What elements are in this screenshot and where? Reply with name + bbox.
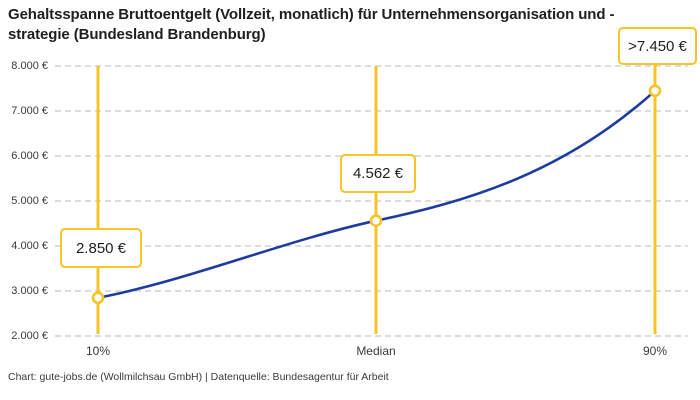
data-point-90[interactable] xyxy=(648,84,662,98)
data-point-median[interactable] xyxy=(369,214,383,227)
gridlines xyxy=(55,65,688,337)
value-callout-90: >7.450 € xyxy=(618,27,697,65)
y-tick-8000: 8.000 € xyxy=(11,60,48,72)
y-tick-7000: 7.000 € xyxy=(11,105,48,117)
chart-source-attribution: Chart: gute-jobs.de (Wollmilchsau GmbH) … xyxy=(8,371,389,383)
value-callout-10: 2.850 € xyxy=(60,228,142,268)
y-tick-2000: 2.000 € xyxy=(11,330,48,342)
data-point-10[interactable] xyxy=(91,291,105,305)
y-tick-6000: 6.000 € xyxy=(11,150,48,162)
chart-title: Gehaltsspanne Bruttoentgelt (Vollzeit, m… xyxy=(8,6,615,43)
y-tick-3000: 3.000 € xyxy=(11,285,48,297)
percentile-lines xyxy=(96,63,657,334)
x-tick-10: 10% xyxy=(85,344,111,358)
x-tick-median: Median xyxy=(356,344,396,358)
value-callout-median: 4.562 € xyxy=(340,154,416,193)
y-tick-5000: 5.000 € xyxy=(11,195,48,207)
y-tick-4000: 4.000 € xyxy=(11,240,48,252)
x-tick-90: 90% xyxy=(642,344,668,358)
data-point-markers xyxy=(91,84,662,305)
